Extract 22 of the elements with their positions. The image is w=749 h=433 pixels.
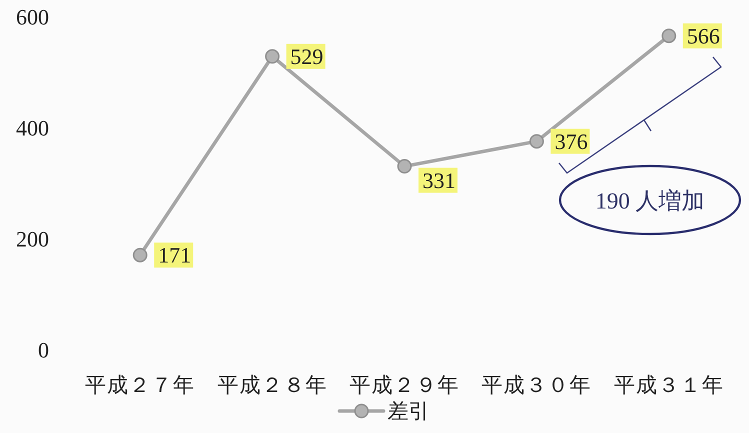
- point: [397, 159, 412, 174]
- y-tick-label: 600: [16, 4, 49, 30]
- legend-label: 差引: [388, 399, 430, 423]
- annotation: 190 人増加: [595, 188, 705, 214]
- data-label: 529: [290, 44, 324, 69]
- x-tick-label: 平成２７年: [85, 373, 196, 397]
- y-tick-label: 0: [38, 338, 49, 362]
- point: [662, 28, 676, 44]
- x-tick-label: 平成２９年: [350, 373, 460, 397]
- data-label: 376: [554, 128, 588, 154]
- data-label: 171: [158, 242, 192, 268]
- x-tick-label: 平成３０年: [482, 373, 592, 397]
- point: [529, 134, 544, 149]
- point: [132, 248, 148, 262]
- y-tick-label: 400: [16, 116, 49, 140]
- y-tick-label: 200: [16, 226, 49, 252]
- legend: 差引: [338, 399, 430, 423]
- point: [265, 49, 280, 64]
- data-label: 331: [422, 168, 456, 193]
- data-label: 566: [686, 23, 720, 48]
- x-tick-label: 平成２８年: [217, 373, 328, 397]
- x-tick-label: 平成３１年: [614, 373, 724, 397]
